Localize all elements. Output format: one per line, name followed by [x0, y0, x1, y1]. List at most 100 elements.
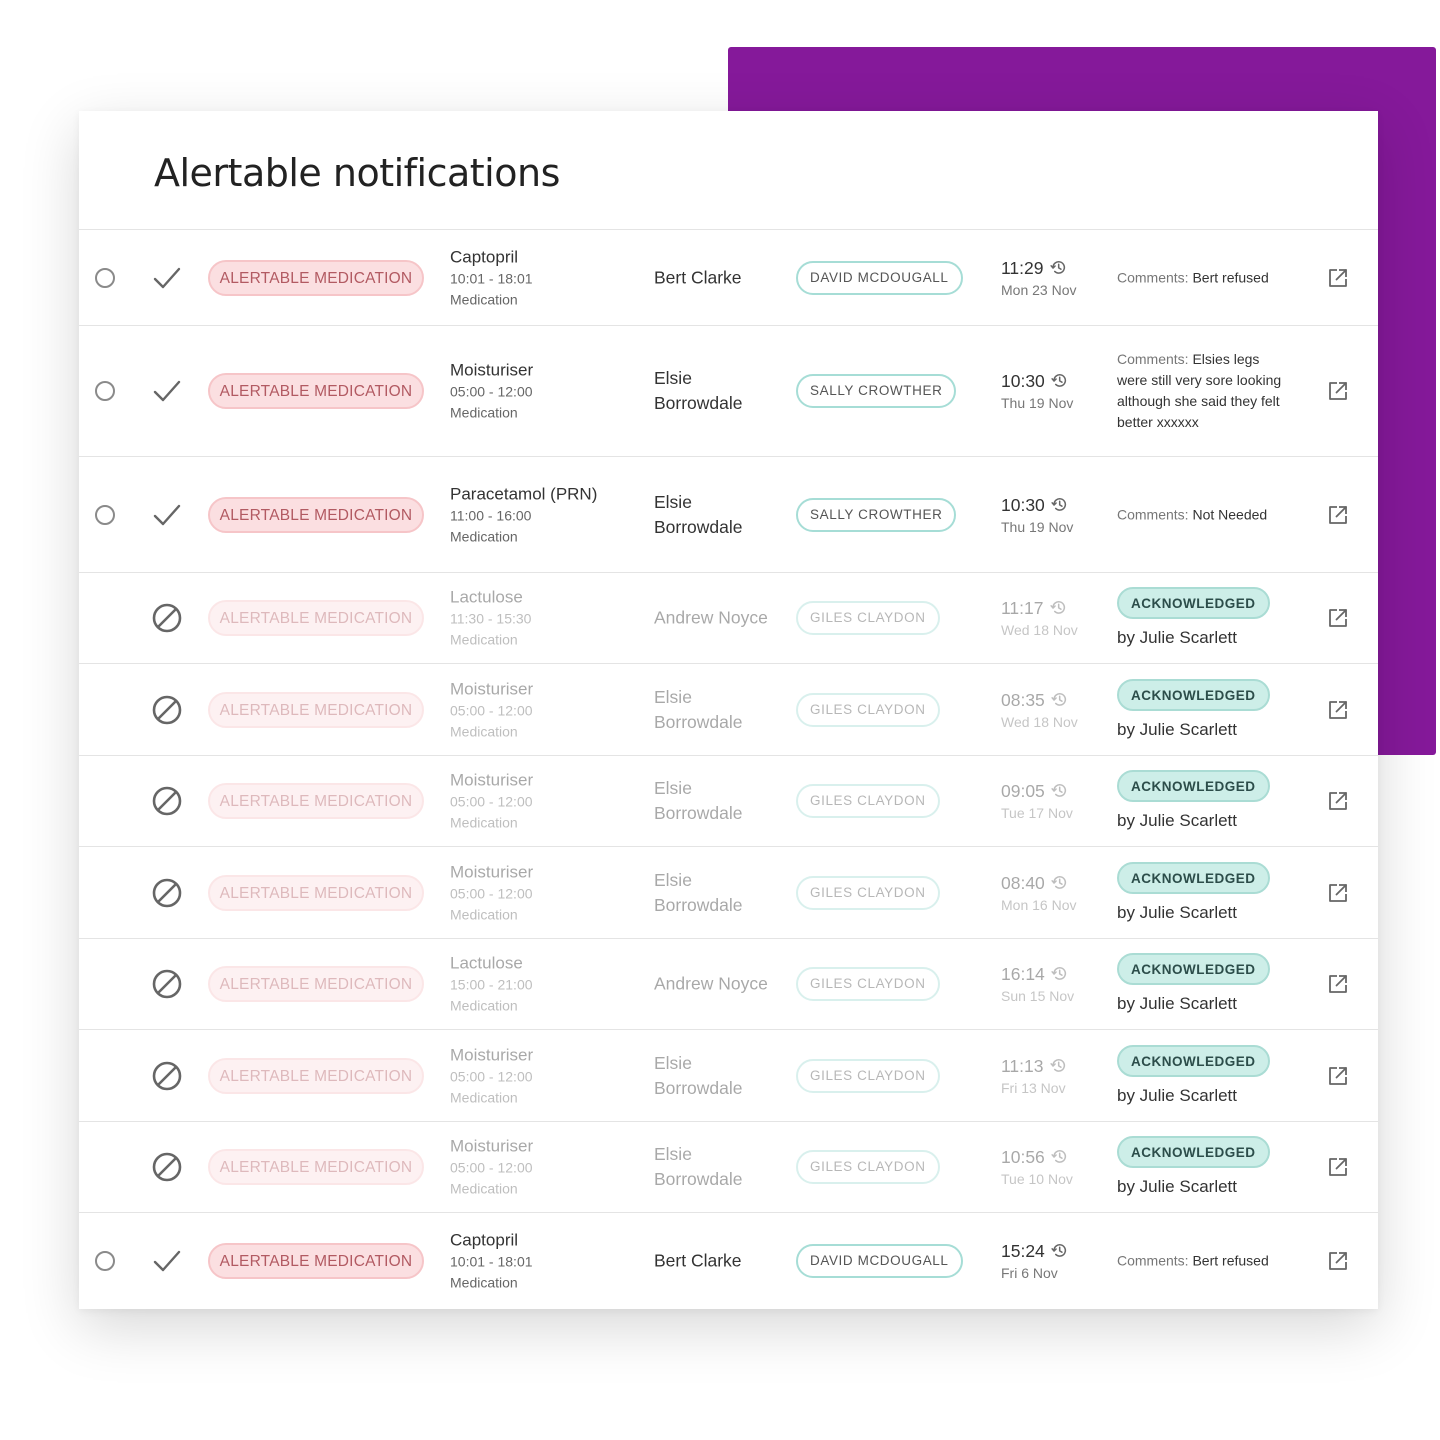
patient-name: Elsie Borrowdale: [654, 869, 743, 915]
medication-name: Moisturiser: [450, 862, 534, 881]
blocked-icon: [152, 786, 182, 816]
staff-badge: SALLY CROWTHER: [796, 374, 957, 408]
acknowledgement: ACKNOWLEDGED by Julie Scarlett: [1117, 1136, 1289, 1198]
timestamp: 08:40 Mon 16 Nov: [1001, 871, 1113, 915]
medication-info: Captopril 10:01 - 18:01 Medication: [450, 1229, 630, 1294]
acknowledged-badge: ACKNOWLEDGED: [1117, 861, 1270, 894]
blocked-icon: [152, 1152, 182, 1182]
open-external-icon[interactable]: [1328, 381, 1348, 401]
medication-type: Medication: [450, 997, 518, 1014]
medication-name: Moisturiser: [450, 770, 534, 790]
medication-type: Medication: [450, 291, 518, 307]
open-external-icon[interactable]: [1328, 505, 1348, 525]
medication-info: Lactulose 11:30 - 15:30 Medication: [450, 586, 630, 651]
comment: Comments: Elsies legs were still very so…: [1117, 349, 1289, 433]
medication-window: 05:00 - 12:00: [450, 702, 533, 718]
comment-text: Elsies legs were still very sore looking…: [1117, 351, 1282, 430]
time-value: 11:29: [1001, 257, 1044, 278]
select-radio[interactable]: [95, 504, 115, 525]
open-external-icon[interactable]: [1328, 883, 1348, 903]
select-radio[interactable]: [95, 381, 115, 401]
select-radio[interactable]: [95, 1251, 115, 1271]
staff-badge: GILES CLAYDON: [796, 692, 940, 727]
radio-circle[interactable]: [95, 381, 115, 401]
open-external-icon[interactable]: [1328, 1157, 1348, 1177]
staff-badge: DAVID MCDOUGALL: [796, 1244, 963, 1278]
medication-info: Paracetamol (PRN) 11:00 - 16:00 Medication: [450, 482, 630, 547]
comment-text: Bert refused: [1192, 1252, 1269, 1269]
acknowledgement: ACKNOWLEDGED by Julie Scarlett: [1117, 1044, 1289, 1107]
medication-window: 05:00 - 12:00: [450, 383, 533, 400]
patient-name: Elsie Borrowdale: [654, 778, 743, 823]
history-icon: [1045, 495, 1068, 515]
radio-circle[interactable]: [95, 504, 115, 525]
select-radio[interactable]: [95, 267, 115, 288]
radio-circle[interactable]: [95, 267, 115, 288]
blocked-icon: [152, 603, 182, 633]
time-value: 10:56: [1001, 1147, 1045, 1167]
patient-name: Elsie Borrowdale: [654, 491, 743, 537]
open-external-icon[interactable]: [1328, 1251, 1348, 1271]
blocked-icon: [152, 969, 182, 999]
notification-row: ALERTABLE MEDICATION Captopril 10:01 - 18:…: [79, 1213, 1378, 1309]
medication-info: Lactulose 15:00 - 21:00 Medication: [450, 952, 630, 1017]
medication-window: 11:30 - 15:30: [450, 610, 532, 627]
alert-type-tag: ALERTABLE MEDICATION: [208, 259, 424, 296]
notification-row: ALERTABLE MEDICATION Moisturiser 05:00 - 1…: [79, 326, 1378, 457]
time-value: 08:40: [1001, 872, 1045, 893]
date-value: Fri 13 Nov: [1001, 1079, 1066, 1096]
time-value: 16:14: [1001, 964, 1045, 984]
acknowledgement: ACKNOWLEDGED by Julie Scarlett: [1117, 953, 1289, 1015]
notifications-card: Alertable notifications ALERTABLE MEDICA…: [79, 111, 1378, 1309]
notification-row: ALERTABLE MEDICATION Moisturiser 05:00 - 1…: [79, 664, 1378, 756]
open-external-icon[interactable]: [1328, 268, 1348, 288]
date-value: Sun 15 Nov: [1001, 988, 1075, 1004]
timestamp: 11:29 Mon 23 Nov: [1001, 256, 1113, 300]
acknowledgement: ACKNOWLEDGED by Julie Scarlett: [1117, 678, 1289, 741]
date-value: Wed 18 Nov: [1001, 622, 1078, 638]
notification-row: ALERTABLE MEDICATION Moisturiser 05:00 - 1…: [79, 847, 1378, 939]
staff-badge: GILES CLAYDON: [796, 875, 940, 910]
timestamp: 10:56 Tue 10 Nov: [1001, 1145, 1113, 1189]
medication-info: Moisturiser 05:00 - 12:00 Medication: [450, 1135, 630, 1200]
alert-type-tag: ALERTABLE MEDICATION: [208, 600, 424, 636]
medication-window: 05:00 - 12:00: [450, 1068, 533, 1084]
open-external-icon[interactable]: [1328, 791, 1348, 811]
medication-type: Medication: [450, 1180, 518, 1197]
comment-text: Bert refused: [1192, 269, 1269, 285]
history-icon: [1045, 873, 1068, 893]
open-external-icon[interactable]: [1328, 700, 1348, 720]
acknowledged-by: by Julie Scarlett: [1117, 719, 1237, 739]
open-external-icon[interactable]: [1328, 1066, 1348, 1086]
time-value: 08:35: [1001, 689, 1045, 710]
staff-badge: GILES CLAYDON: [796, 784, 940, 818]
acknowledged-badge: ACKNOWLEDGED: [1117, 953, 1270, 985]
history-icon: [1045, 690, 1068, 710]
open-external-icon[interactable]: [1328, 974, 1348, 994]
check-icon: [152, 1246, 182, 1276]
medication-type: Medication: [450, 1089, 518, 1105]
acknowledgement: ACKNOWLEDGED by Julie Scarlett: [1117, 587, 1289, 649]
timestamp: 08:35 Wed 18 Nov: [1001, 688, 1113, 732]
timestamp: 10:30 Thu 19 Nov: [1001, 369, 1113, 413]
timestamp: 11:13 Fri 13 Nov: [1001, 1054, 1113, 1098]
radio-circle[interactable]: [95, 1251, 115, 1271]
notification-row: ALERTABLE MEDICATION Moisturiser 05:00 - 1…: [79, 1030, 1378, 1122]
medication-type: Medication: [450, 814, 518, 831]
alert-type-tag: ALERTABLE MEDICATION: [208, 496, 424, 533]
time-value: 11:13: [1001, 1055, 1044, 1076]
notification-row: ALERTABLE MEDICATION Lactulose 15:00 - 21:…: [79, 939, 1378, 1030]
medication-type: Medication: [450, 404, 518, 421]
check-icon: [152, 376, 182, 406]
patient-name: Andrew Noyce: [654, 607, 768, 628]
medication-name: Captopril: [450, 1230, 519, 1250]
comment: Comments: Bert refused: [1117, 267, 1289, 288]
open-external-icon[interactable]: [1328, 608, 1348, 628]
medication-name: Moisturiser: [450, 1045, 534, 1064]
acknowledged-by: by Julie Scarlett: [1117, 628, 1237, 647]
acknowledgement: ACKNOWLEDGED by Julie Scarlett: [1117, 861, 1289, 924]
timestamp: 09:05 Tue 17 Nov: [1001, 779, 1113, 823]
staff-badge: GILES CLAYDON: [796, 601, 940, 635]
medication-type: Medication: [450, 1274, 518, 1291]
blocked-icon: [152, 1061, 182, 1091]
